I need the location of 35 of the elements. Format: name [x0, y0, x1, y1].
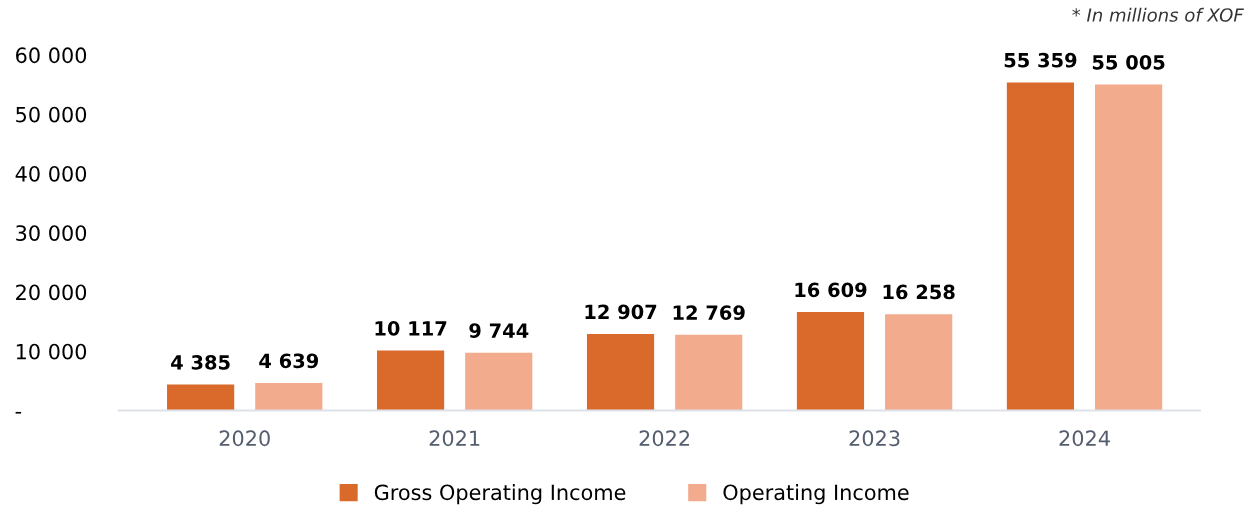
- data-label: 4 639: [259, 353, 319, 369]
- x-tick-label: 2022: [639, 430, 690, 447]
- bar: [465, 352, 533, 411]
- bar: [167, 384, 235, 411]
- bar: [796, 312, 865, 411]
- legend-label: Gross Operating Income: [374, 484, 626, 505]
- y-tick-label: 10 000: [16, 343, 87, 360]
- legend-label: Operating Income: [723, 484, 909, 505]
- x-tick-label: 2023: [849, 430, 900, 447]
- bar: [376, 350, 445, 411]
- y-tick-label: 50 000: [16, 106, 87, 123]
- data-label: 55 359: [1004, 52, 1077, 68]
- text: * In millions of XOF: [1072, 7, 1244, 22]
- y-tick-label: 20 000: [16, 284, 87, 301]
- y-tick-label: -: [15, 411, 22, 414]
- bar: [1006, 82, 1075, 411]
- bar: [255, 383, 323, 411]
- data-label: 12 769: [673, 305, 745, 320]
- data-label: 16 609: [795, 282, 867, 298]
- x-tick-label: 2020: [219, 430, 270, 447]
- data-label: 12 907: [585, 304, 657, 320]
- bar: [885, 314, 953, 411]
- bar: [675, 334, 743, 411]
- data-label: 4 385: [171, 354, 230, 370]
- bar: [1095, 84, 1163, 411]
- data-label: 16 258: [883, 284, 955, 300]
- bar: [586, 334, 655, 411]
- data-label: 55 005: [1092, 54, 1165, 70]
- data-label: 10 117: [375, 321, 447, 336]
- y-tick-label: 40 000: [15, 165, 87, 182]
- x-tick-label: 2024: [1059, 430, 1110, 447]
- data-label: 9 744: [469, 323, 529, 338]
- x-tick-label: 2021: [429, 430, 480, 447]
- y-tick-label: 30 000: [16, 225, 87, 241]
- y-tick-label: 60 000: [16, 47, 87, 64]
